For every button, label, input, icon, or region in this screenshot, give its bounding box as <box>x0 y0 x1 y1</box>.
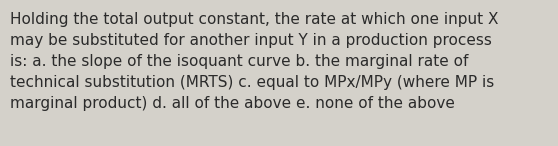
Text: Holding the total output constant, the rate at which one input X
may be substitu: Holding the total output constant, the r… <box>10 12 498 111</box>
